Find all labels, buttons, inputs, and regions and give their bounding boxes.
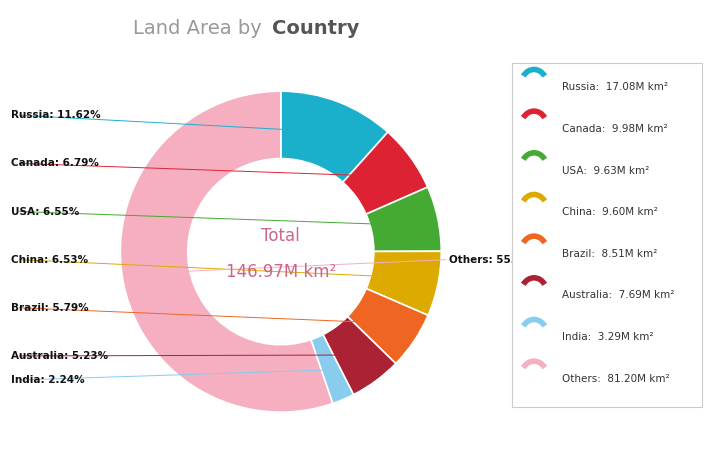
- Text: 146.97M km²: 146.97M km²: [226, 263, 336, 281]
- Text: USA: 6.55%: USA: 6.55%: [11, 206, 80, 217]
- Wedge shape: [120, 91, 333, 412]
- Wedge shape: [347, 288, 428, 363]
- Text: Australia:  7.69M km²: Australia: 7.69M km²: [562, 290, 674, 301]
- Text: India: 2.24%: India: 2.24%: [11, 375, 85, 385]
- Text: Brazil: 5.79%: Brazil: 5.79%: [11, 303, 89, 313]
- Text: Australia: 5.23%: Australia: 5.23%: [11, 351, 108, 361]
- Text: Russia: 11.62%: Russia: 11.62%: [11, 110, 101, 120]
- Wedge shape: [311, 335, 354, 404]
- Text: China: 6.53%: China: 6.53%: [11, 254, 88, 265]
- Wedge shape: [323, 316, 396, 395]
- Text: Land Area by: Land Area by: [133, 19, 268, 38]
- Text: Russia:  17.08M km²: Russia: 17.08M km²: [562, 82, 668, 92]
- Wedge shape: [343, 132, 428, 214]
- Text: Canada:  9.98M km²: Canada: 9.98M km²: [562, 124, 667, 134]
- Text: Total: Total: [261, 226, 300, 245]
- Wedge shape: [366, 251, 441, 315]
- Text: Brazil:  8.51M km²: Brazil: 8.51M km²: [562, 249, 657, 259]
- Text: Others:  81.20M km²: Others: 81.20M km²: [562, 374, 669, 384]
- Text: Canada: 6.79%: Canada: 6.79%: [11, 158, 99, 168]
- Text: Others: 55.25%: Others: 55.25%: [449, 254, 540, 265]
- Wedge shape: [366, 187, 441, 252]
- Text: India:  3.29M km²: India: 3.29M km²: [562, 332, 653, 342]
- Wedge shape: [281, 91, 388, 182]
- Text: China:  9.60M km²: China: 9.60M km²: [562, 207, 657, 217]
- Text: Country: Country: [272, 19, 359, 38]
- FancyBboxPatch shape: [513, 63, 702, 406]
- Text: USA:  9.63M km²: USA: 9.63M km²: [562, 165, 649, 176]
